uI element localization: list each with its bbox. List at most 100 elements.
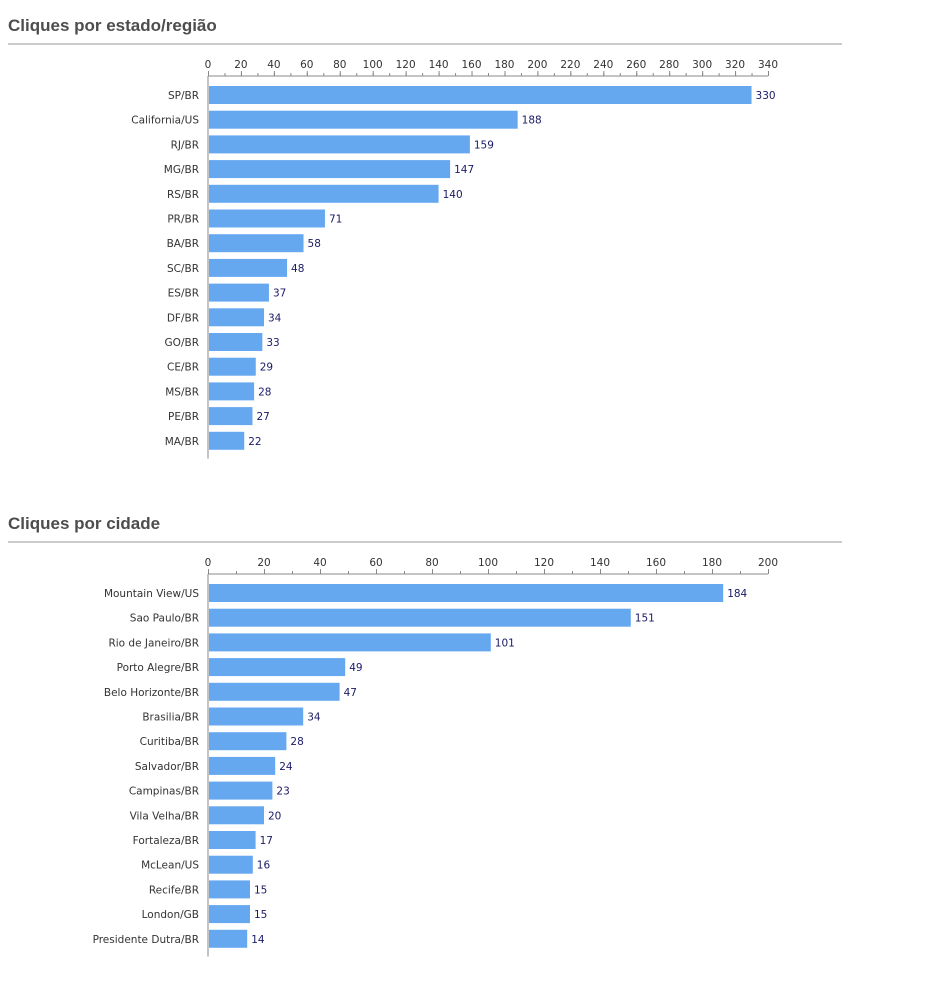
- value-label: 58: [308, 238, 321, 250]
- category-label: PE/BR: [168, 411, 199, 423]
- x-tick-label: 100: [363, 59, 383, 71]
- category-label: MS/BR: [165, 386, 199, 398]
- x-tick-label: 40: [313, 557, 326, 569]
- value-label: 151: [635, 613, 655, 625]
- category-label: Recife/BR: [149, 884, 199, 896]
- x-tick-label: 20: [234, 59, 247, 71]
- value-label: 20: [268, 810, 281, 822]
- category-label: Campinas/BR: [129, 786, 199, 798]
- value-label: 330: [756, 90, 776, 102]
- category-label: Rio de Janeiro/BR: [108, 637, 199, 649]
- category-label: ES/BR: [168, 288, 199, 300]
- category-label: Belo Horizonte/BR: [104, 687, 199, 699]
- value-label: 49: [349, 662, 362, 674]
- x-tick-label: 40: [267, 59, 280, 71]
- x-tick-label: 180: [494, 59, 514, 71]
- bar: [209, 584, 724, 602]
- x-tick-label: 60: [369, 557, 382, 569]
- category-label: SP/BR: [168, 90, 199, 102]
- section-title-cities: Cliques por cidade: [8, 514, 161, 533]
- category-label: SC/BR: [167, 263, 199, 275]
- value-label: 23: [276, 786, 289, 798]
- value-label: 16: [257, 860, 271, 872]
- bar-chart-states: 0 20 40 60 80 100 120 140 160 180 200 220 240 260 280 3…: [131, 59, 778, 459]
- x-tick-label: 220: [560, 59, 580, 71]
- category-label: McLean/US: [141, 860, 199, 872]
- value-label: 15: [254, 909, 267, 921]
- value-label: 24: [279, 761, 293, 773]
- value-label: 47: [344, 687, 357, 699]
- bar: [209, 407, 253, 426]
- x-tick-label: 160: [646, 557, 666, 569]
- bar: [209, 707, 304, 726]
- category-label: Mountain View/US: [104, 588, 199, 600]
- chart-section-cities: Cliques por cidade 0 20 40 60 80 100 120 140 160…: [8, 514, 842, 964]
- category-label: Porto Alegre/BR: [117, 662, 199, 674]
- category-label: London/GB: [142, 909, 199, 921]
- category-label: GO/BR: [165, 337, 199, 349]
- value-label: 184: [727, 588, 747, 600]
- category-label: MA/BR: [165, 436, 199, 448]
- x-tick-label: 180: [702, 557, 722, 569]
- category-label: California/US: [131, 115, 199, 127]
- category-label: DF/BR: [167, 312, 199, 324]
- value-label: 71: [329, 214, 342, 226]
- bar: [209, 806, 264, 825]
- x-tick-label: 300: [692, 59, 712, 71]
- bar: [209, 110, 518, 129]
- x-tick-label: 0: [205, 59, 212, 71]
- value-label: 17: [260, 835, 273, 847]
- value-label: 34: [307, 712, 321, 724]
- category-label: MG/BR: [164, 164, 199, 176]
- bar: [209, 633, 491, 652]
- value-label: 101: [495, 637, 515, 649]
- bar: [209, 929, 248, 948]
- bar: [209, 209, 325, 228]
- category-label: Brasilia/BR: [142, 712, 199, 724]
- value-label: 140: [443, 189, 463, 201]
- x-tick-label: 200: [527, 59, 547, 71]
- bar: [209, 756, 276, 775]
- category-label: BA/BR: [167, 238, 199, 250]
- x-tick-label: 100: [478, 557, 498, 569]
- x-tick-label: 200: [758, 557, 778, 569]
- value-label: 37: [273, 288, 286, 300]
- bar: [209, 658, 346, 677]
- value-label: 33: [266, 337, 279, 349]
- value-label: 188: [522, 115, 542, 127]
- bar: [209, 234, 304, 253]
- bar: [209, 880, 250, 899]
- category-label: Vila Velha/BR: [130, 810, 199, 822]
- category-label: PR/BR: [167, 214, 199, 226]
- bar-chart-cities: 0 20 40 60 80 100 120 140 160 180 200 Mountain View…: [93, 557, 778, 957]
- x-tick-label: 140: [590, 557, 610, 569]
- category-label: Fortaleza/BR: [133, 835, 199, 847]
- value-label: 22: [248, 436, 261, 448]
- bar: [209, 831, 256, 849]
- category-label: Sao Paulo/BR: [130, 613, 199, 625]
- x-tick-label: 80: [333, 59, 346, 71]
- value-label: 27: [256, 411, 269, 423]
- bar: [209, 184, 439, 203]
- section-title-states: Cliques por estado/região: [8, 16, 217, 35]
- category-label: Salvador/BR: [135, 761, 199, 773]
- x-tick-label: 120: [396, 59, 416, 71]
- category-label: Presidente Dutra/BR: [93, 934, 199, 946]
- value-label: 14: [251, 934, 265, 946]
- x-tick-label: 280: [659, 59, 679, 71]
- section-divider: [8, 541, 842, 543]
- category-label: Curitiba/BR: [140, 736, 199, 748]
- x-tick-label: 60: [300, 59, 313, 71]
- x-tick-label: 0: [205, 557, 212, 569]
- bar: [209, 682, 340, 701]
- category-label: RS/BR: [167, 189, 199, 201]
- value-label: 48: [291, 263, 304, 275]
- category-label: RJ/BR: [171, 139, 199, 151]
- x-tick-label: 320: [725, 59, 745, 71]
- chart-section-states: Cliques por estado/região 0 20 40 60 80 100 12…: [8, 16, 842, 466]
- x-tick-label: 140: [429, 59, 449, 71]
- x-tick-label: 260: [626, 59, 646, 71]
- x-tick-label: 340: [758, 59, 778, 71]
- bar: [209, 608, 631, 627]
- bar: [209, 357, 256, 376]
